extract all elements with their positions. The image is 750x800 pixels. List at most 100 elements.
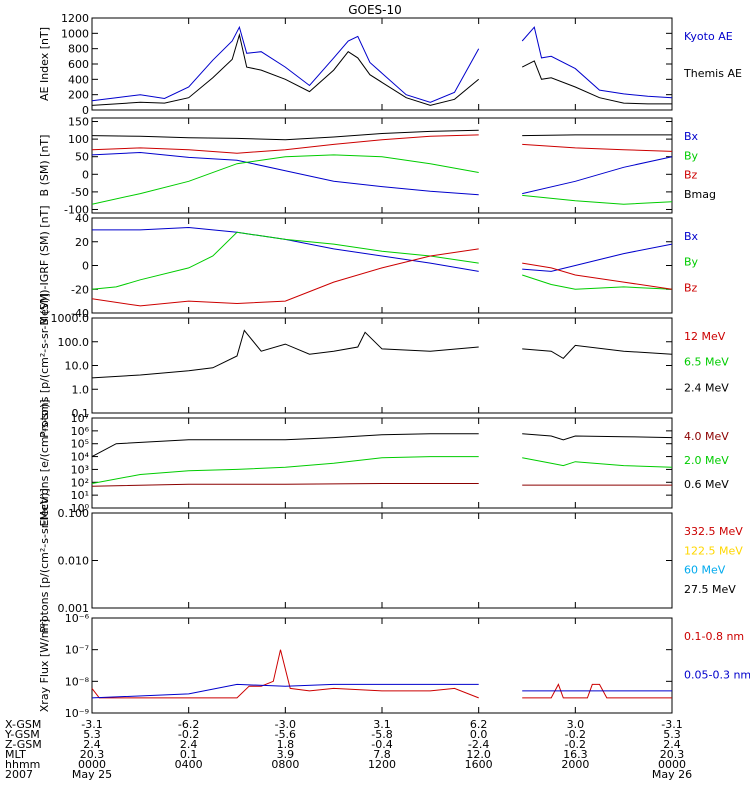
- y-tick-label: -50: [71, 186, 89, 199]
- series-line-b-1: [522, 194, 673, 205]
- series-line-b-1: [91, 154, 479, 205]
- legend-entry: 122.5 MeV: [684, 544, 743, 557]
- panel-frame: [91, 512, 673, 609]
- y-tick-label: 10⁶: [71, 425, 90, 438]
- orbit-row-value: -3.1: [661, 718, 682, 731]
- y-tick-label: 0.100: [58, 507, 90, 520]
- y-tick-label: 0.1: [72, 407, 90, 420]
- series-line-electrons-2: [522, 433, 673, 441]
- legend-entry: 60 MeV: [684, 564, 726, 577]
- panel-frame: [91, 617, 673, 714]
- series-line-b-0: [522, 156, 673, 195]
- orbit-row-value: 1.8: [277, 738, 295, 751]
- legend-entry: 0.1-0.8 nm: [684, 630, 744, 643]
- series-line-protons-2: [91, 329, 479, 379]
- orbit-row-value: 12.0: [466, 748, 491, 761]
- series-line-b-0: [91, 151, 479, 196]
- y-tick-label: 1200: [61, 12, 89, 25]
- orbit-row-value: 6.2: [470, 718, 488, 731]
- orbit-row-value: -3.0: [275, 718, 296, 731]
- legend-entry: 12 MeV: [684, 330, 726, 343]
- y-tick-label: 150: [68, 116, 89, 129]
- panel-hiprotons: 0.001 0.010 0.100 Protons [p/(cm²-s-sr-MeV)…: [38, 488, 743, 633]
- y-tick-label: 800: [68, 43, 89, 56]
- orbit-row-label: MLT: [5, 748, 26, 761]
- series-line-b-3: [522, 134, 672, 137]
- series-line-ae-1: [91, 32, 480, 106]
- legend-entry: Bx: [684, 230, 699, 243]
- orbit-row-value: -5.6: [275, 728, 296, 741]
- series-line-ae-0: [521, 26, 673, 99]
- y-tick-label: 10⁴: [71, 451, 90, 464]
- y-tick-label: 0.010: [58, 555, 90, 568]
- series-line-b-2: [522, 143, 673, 152]
- orbit-row-value: 20.3: [80, 748, 105, 761]
- legend-entry: Bx: [684, 130, 699, 143]
- orbit-row-value: 0.1: [180, 748, 198, 761]
- legend-entry: Bz: [684, 169, 698, 182]
- legend-entry: 27.5 MeV: [684, 583, 736, 596]
- orbit-row-value: 16.3: [563, 748, 588, 761]
- legend-entry: Themis AE: [683, 67, 742, 80]
- series-line-electrons-1: [522, 457, 673, 468]
- legend-entry: 2.0 MeV: [684, 454, 729, 467]
- orbit-row-value: 5.3: [83, 728, 101, 741]
- series-line-ae-0: [91, 25, 480, 103]
- date-label-start: May 25: [72, 768, 112, 781]
- legend-entry: By: [684, 256, 699, 269]
- series-line-bdiff-0: [92, 226, 479, 272]
- y-tick-label: 10⁷: [71, 412, 89, 425]
- y-axis-label: Xray Flux [W/m²]: [38, 619, 51, 712]
- panel-frame: [91, 117, 673, 214]
- y-tick-label: 600: [68, 58, 89, 71]
- y-tick-label: 10¹: [71, 489, 89, 502]
- series-line-bdiff-2: [91, 248, 479, 307]
- orbit-row-value: -0.4: [371, 738, 392, 751]
- series-line-protons-2: [522, 344, 673, 360]
- orbit-row-value: -3.1: [81, 718, 102, 731]
- series-line-electrons-2: [91, 433, 479, 458]
- orbit-row-value: 0000: [658, 758, 686, 771]
- y-tick-label: -40: [71, 307, 89, 320]
- panel-frame: [91, 317, 673, 414]
- orbit-row-label: hhmm: [5, 758, 40, 771]
- legend-entry: Bz: [684, 281, 698, 294]
- y-tick-label: 50: [75, 151, 89, 164]
- series-line-bdiff-2: [522, 262, 673, 290]
- y-tick-label: -20: [71, 283, 89, 296]
- orbit-row-value: -0.2: [178, 728, 199, 741]
- panel-frame: [91, 217, 673, 314]
- y-tick-label: 0: [82, 168, 89, 181]
- panel-frame: [91, 17, 673, 111]
- y-tick-label: 10.0: [65, 360, 90, 373]
- orbit-row-value: -0.2: [565, 738, 586, 751]
- legend-entry: 4.0 MeV: [684, 430, 729, 443]
- date-label-end: May 26: [652, 768, 692, 781]
- orbit-row-value: 0400: [175, 758, 203, 771]
- orbit-row-value: -6.2: [178, 718, 199, 731]
- y-axis-label: Electrons [e/(cm²-s-sr)]: [38, 399, 51, 526]
- legend-entry: 0.6 MeV: [684, 478, 729, 491]
- legend-entry: 0.05-0.3 nm: [684, 669, 750, 682]
- y-tick-label: 10⁵: [71, 438, 89, 451]
- orbit-row-value: 3.9: [277, 748, 295, 761]
- orbit-row-value: 7.8: [373, 748, 391, 761]
- orbit-row-value: 5.3: [663, 728, 681, 741]
- series-line-electrons-1: [91, 456, 479, 484]
- orbit-row-value: -2.4: [468, 738, 489, 751]
- legend-entry: 6.5 MeV: [684, 356, 729, 369]
- y-tick-label: 10⁻⁶: [65, 612, 90, 625]
- panel-xray: 10⁻⁹ 10⁻⁸ 10⁻⁷ 10⁻⁶ Xray Flux [W/m²] 0.1-0.8 …: [38, 612, 750, 720]
- chart-title: GOES-10: [348, 3, 402, 17]
- series-line-electrons-0: [91, 483, 479, 487]
- y-tick-label: 0: [82, 260, 89, 273]
- y-axis-label: B (SM)-IGRF (SM) [nT]: [38, 205, 51, 325]
- series-line-xray-1: [91, 683, 479, 699]
- series-line-xray-0: [91, 649, 479, 699]
- orbit-row-value: -5.8: [371, 728, 392, 741]
- y-axis-label: Protons [p/(cm²-s-sr-MeV)]: [38, 488, 51, 633]
- y-tick-label: 10⁰: [71, 502, 90, 515]
- orbit-row-value: 2000: [561, 758, 589, 771]
